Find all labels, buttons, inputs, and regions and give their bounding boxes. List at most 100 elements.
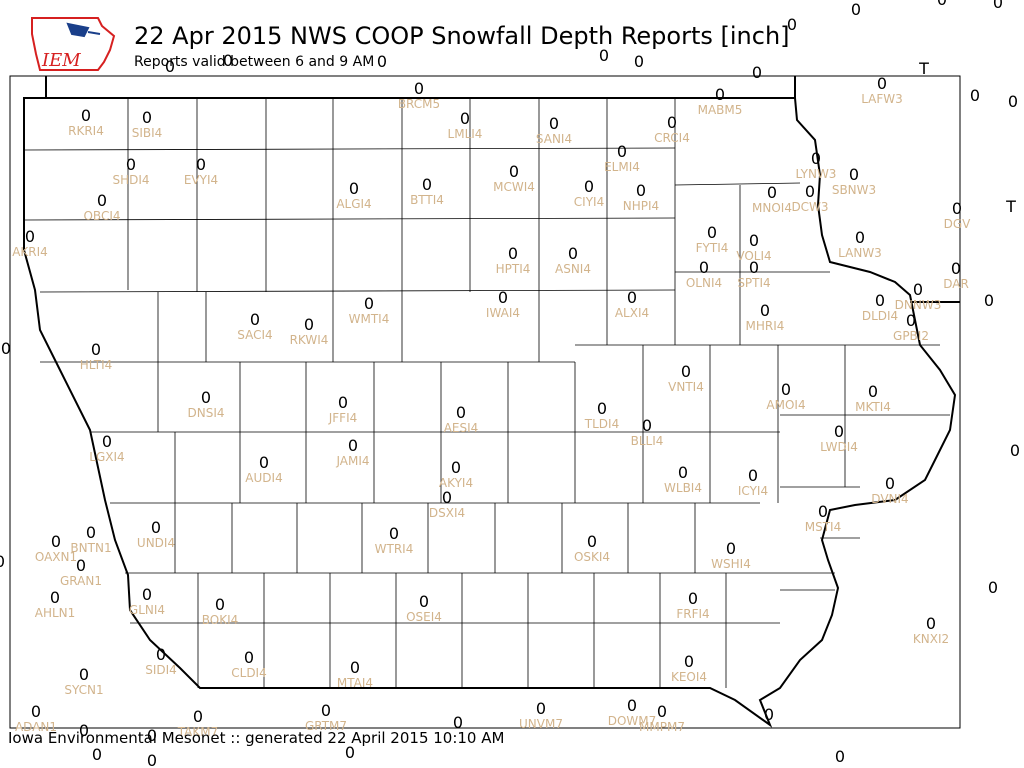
station-value: 0: [151, 518, 161, 537]
station-label: OSEI4: [406, 610, 442, 624]
extra-value: 0: [970, 86, 980, 105]
station-value: 0: [498, 288, 508, 307]
station-label: SACI4: [237, 328, 272, 342]
extra-value: T: [1005, 197, 1016, 216]
station-label: RKRI4: [68, 124, 104, 138]
station-value: 0: [509, 162, 519, 181]
station-value: 0: [587, 532, 597, 551]
station-value: 0: [51, 532, 61, 551]
station-value: 0: [597, 399, 607, 418]
extra-value: 0: [345, 743, 355, 762]
station-label: CIYI4: [574, 195, 604, 209]
station-value: 0: [76, 556, 86, 575]
extra-value: 0: [752, 63, 762, 82]
station-value: 0: [681, 362, 691, 381]
extra-value: 0: [764, 705, 774, 724]
station-value: 0: [749, 258, 759, 277]
station-value: 0: [684, 652, 694, 671]
station-label: AESI4: [444, 421, 479, 435]
station-label: LMLI4: [448, 127, 483, 141]
station-value: 0: [952, 199, 962, 218]
state-border: [23, 97, 957, 728]
station-label: WLBI4: [664, 481, 702, 495]
station-label: HPTI4: [496, 262, 531, 276]
station-label: DCW3: [791, 200, 828, 214]
station-label: OBCI4: [83, 209, 120, 223]
station-label: MMPM7: [639, 720, 685, 734]
station-label: FYTI4: [696, 241, 729, 255]
station-label: MNOI4: [752, 201, 792, 215]
station-label: LWDI4: [820, 440, 858, 454]
station-value: 0: [193, 707, 203, 726]
station-label: LANW3: [838, 246, 882, 260]
station-value: 0: [536, 699, 546, 718]
station-label: DNSI4: [187, 406, 224, 420]
station-label: ICYI4: [738, 484, 768, 498]
station-value: 0: [715, 85, 725, 104]
station-label: VOLI4: [736, 249, 771, 263]
station-value: 0: [81, 106, 91, 125]
county-lines: [23, 98, 950, 688]
station-value: 0: [86, 523, 96, 542]
station-label: DOWM7: [608, 714, 657, 728]
station-value: 0: [91, 340, 101, 359]
station-value: 0: [707, 223, 717, 242]
station-value: 0: [657, 702, 667, 721]
station-value: 0: [97, 191, 107, 210]
extra-value: 0: [165, 57, 175, 76]
extra-value: 0: [634, 52, 644, 71]
extra-value: 0: [835, 747, 845, 766]
station-value: 0: [349, 179, 359, 198]
station-label: VNTI4: [668, 380, 704, 394]
station-label: NHPI4: [623, 199, 659, 213]
station-value: 0: [338, 393, 348, 412]
station-value: 0: [456, 403, 466, 422]
station-label: GRTM7: [305, 719, 347, 733]
station-label: UNDI4: [137, 536, 175, 550]
extra-value: 0: [92, 745, 102, 764]
station-value: 0: [875, 291, 885, 310]
station-label: LYNW3: [796, 167, 837, 181]
station-value: 0: [244, 648, 254, 667]
extra-value: 0: [599, 46, 609, 65]
station-label: BLLI4: [631, 434, 664, 448]
station-value: 0: [760, 301, 770, 320]
station-value: 0: [259, 453, 269, 472]
station-label: WTRI4: [375, 542, 414, 556]
station-label: BNTN1: [70, 541, 111, 555]
station-label: SHDI4: [112, 173, 149, 187]
extra-value: 0: [147, 751, 157, 768]
station-label: DNNW3: [895, 298, 942, 312]
